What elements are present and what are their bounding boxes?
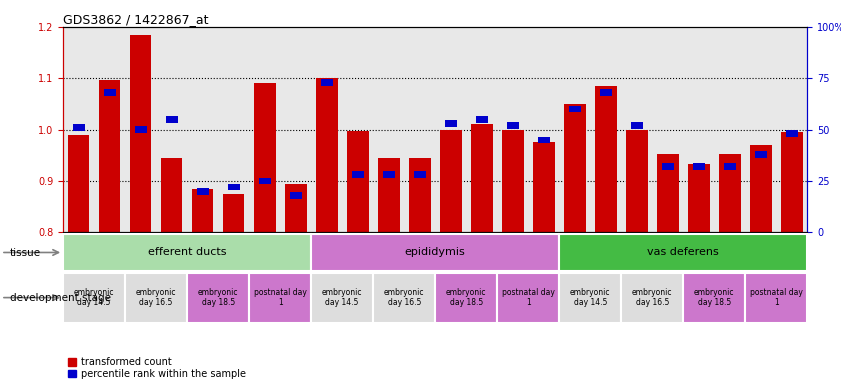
Bar [166, 116, 177, 122]
Bar [683, 273, 745, 323]
Bar [476, 116, 488, 122]
Bar [135, 126, 146, 133]
Bar [346, 131, 368, 232]
Bar [187, 273, 249, 323]
Bar [72, 124, 85, 131]
Bar [657, 154, 679, 232]
Text: embryonic
day 14.5: embryonic day 14.5 [322, 288, 362, 307]
Bar [316, 78, 337, 232]
Bar [103, 89, 115, 96]
Legend: transformed count, percentile rank within the sample: transformed count, percentile rank withi… [68, 357, 246, 379]
Text: embryonic
day 14.5: embryonic day 14.5 [74, 288, 114, 307]
Bar [569, 106, 581, 113]
Text: postnatal day
1: postnatal day 1 [502, 288, 555, 307]
Bar [63, 273, 125, 323]
Bar [249, 273, 311, 323]
Bar [507, 122, 519, 129]
Bar [755, 151, 767, 157]
Bar [436, 273, 497, 323]
Bar [285, 184, 306, 232]
Bar [564, 104, 585, 232]
Bar [621, 273, 683, 323]
Bar [68, 135, 89, 232]
Text: epididymis: epididymis [405, 247, 466, 258]
Bar [631, 122, 643, 129]
Bar [254, 83, 276, 232]
Bar [320, 79, 333, 86]
Bar [125, 273, 187, 323]
Bar [352, 172, 363, 178]
Text: development stage: development stage [10, 293, 111, 303]
Text: embryonic
day 18.5: embryonic day 18.5 [694, 288, 734, 307]
Bar [595, 86, 616, 232]
Text: embryonic
day 16.5: embryonic day 16.5 [136, 288, 177, 307]
Bar [311, 273, 373, 323]
Text: embryonic
day 16.5: embryonic day 16.5 [384, 288, 425, 307]
Bar [785, 131, 798, 137]
Bar [378, 158, 399, 232]
Bar [502, 130, 524, 232]
Bar [471, 124, 493, 232]
Bar [414, 172, 426, 178]
Bar [311, 234, 559, 271]
Bar [662, 163, 674, 170]
Text: GDS3862 / 1422867_at: GDS3862 / 1422867_at [63, 13, 209, 26]
Bar [533, 142, 554, 232]
Text: embryonic
day 16.5: embryonic day 16.5 [632, 288, 673, 307]
Bar [161, 158, 182, 232]
Bar [745, 273, 807, 323]
Text: vas deferens: vas deferens [648, 247, 719, 258]
Bar [626, 130, 648, 232]
Bar [192, 189, 214, 232]
Bar [440, 130, 462, 232]
Bar [724, 163, 736, 170]
Text: embryonic
day 18.5: embryonic day 18.5 [198, 288, 238, 307]
Bar [259, 178, 271, 184]
Text: embryonic
day 18.5: embryonic day 18.5 [446, 288, 486, 307]
Bar [383, 172, 394, 178]
Bar [98, 80, 120, 232]
Bar [409, 158, 431, 232]
Bar [600, 89, 611, 96]
Bar [445, 120, 457, 127]
Bar [559, 273, 621, 323]
Bar [228, 184, 240, 190]
Text: tissue: tissue [10, 248, 41, 258]
Bar [63, 234, 311, 271]
Bar [750, 145, 772, 232]
Text: embryonic
day 14.5: embryonic day 14.5 [570, 288, 611, 307]
Bar [197, 188, 209, 195]
Bar [497, 273, 559, 323]
Text: postnatal day
1: postnatal day 1 [254, 288, 307, 307]
Bar [693, 163, 705, 170]
Bar [559, 234, 807, 271]
Bar [289, 192, 302, 199]
Bar [130, 35, 151, 232]
Bar [373, 273, 436, 323]
Bar [719, 154, 741, 232]
Bar [537, 137, 550, 143]
Text: postnatal day
1: postnatal day 1 [750, 288, 803, 307]
Text: efferent ducts: efferent ducts [148, 247, 226, 258]
Bar [688, 164, 710, 232]
Bar [781, 132, 802, 232]
Bar [223, 194, 245, 232]
